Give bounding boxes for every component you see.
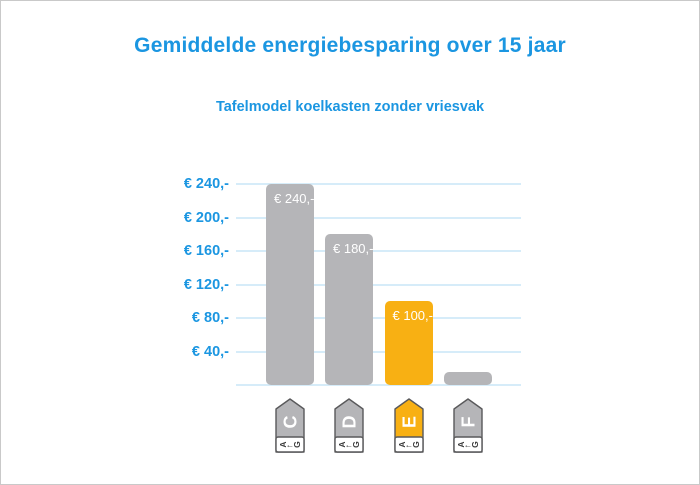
plot-area: € 240,- € 180,- € 100,- [236, 183, 521, 386]
bar-D: € 180,- [325, 234, 373, 385]
energy-scale-arrow: ← [464, 440, 473, 450]
energy-class-letter: D [340, 416, 360, 429]
energy-scale-last: G [351, 441, 361, 448]
y-axis-tick-label: € 80,- [191, 310, 229, 326]
y-axis-tick-label: € 200,- [183, 209, 229, 226]
energy-scale-first: A [397, 441, 407, 447]
gridline [236, 250, 521, 252]
y-axis-tick-label: € 160,- [183, 243, 229, 259]
y-axis-tick-label: € 40,- [191, 343, 229, 360]
energy-scale-arrow: ← [404, 440, 413, 450]
energy-scale-last: G [470, 441, 480, 448]
x-axis-energy-labels: C A ← G D A ← G E A ← G F A ← G [236, 398, 521, 453]
bar-F [444, 372, 492, 385]
energy-scale-first: A [337, 441, 347, 447]
energy-scale-strip [334, 436, 364, 453]
y-axis-tick-label: € 240,- [183, 176, 229, 192]
energy-label-icon-C: C A←G [275, 398, 305, 453]
energy-scale-arrow: ← [286, 440, 295, 450]
energy-scale-strip [453, 436, 483, 453]
energy-scale-strip [393, 436, 424, 453]
energy-class-letter: C [281, 416, 301, 429]
energy-scale-first: A [456, 441, 466, 447]
bar-E: € 100,- [384, 301, 433, 385]
energy-class-letter: E [399, 416, 419, 428]
energy-scale-last: G [411, 441, 421, 448]
gridline [236, 317, 521, 319]
energy-label-icon-F: F A←G [453, 398, 483, 453]
chart-subtitle: Tafelmodel koelkasten zonder vriesvak [215, 99, 485, 115]
gridline [236, 350, 521, 353]
gridline [236, 283, 521, 286]
bar-value-label: € 180,- [333, 241, 374, 257]
y-axis-tick-label: € 120,- [183, 276, 229, 293]
bar-C: € 240,- [266, 184, 314, 385]
energy-scale-last: G [292, 441, 302, 448]
bar-value-label: € 240,- [274, 191, 315, 206]
energy-class-letter: F [459, 417, 479, 428]
energy-label-icon-E: E A←G [393, 398, 424, 453]
energy-label-icon-D: D A←G [334, 398, 364, 453]
gridline [236, 384, 521, 386]
energy-scale-strip [275, 436, 305, 453]
y-axis: € 240,- € 200,- € 160,- € 120,- € 80,- € 40,- [1, 176, 229, 385]
energy-scale-arrow: ← [345, 440, 354, 450]
gridline [236, 183, 521, 185]
bar-value-label: € 100,- [392, 308, 433, 324]
energy-scale-first: A [278, 441, 288, 447]
gridline [236, 216, 521, 219]
chart-title: Gemiddelde energiebesparing over 15 jaar [134, 34, 566, 57]
